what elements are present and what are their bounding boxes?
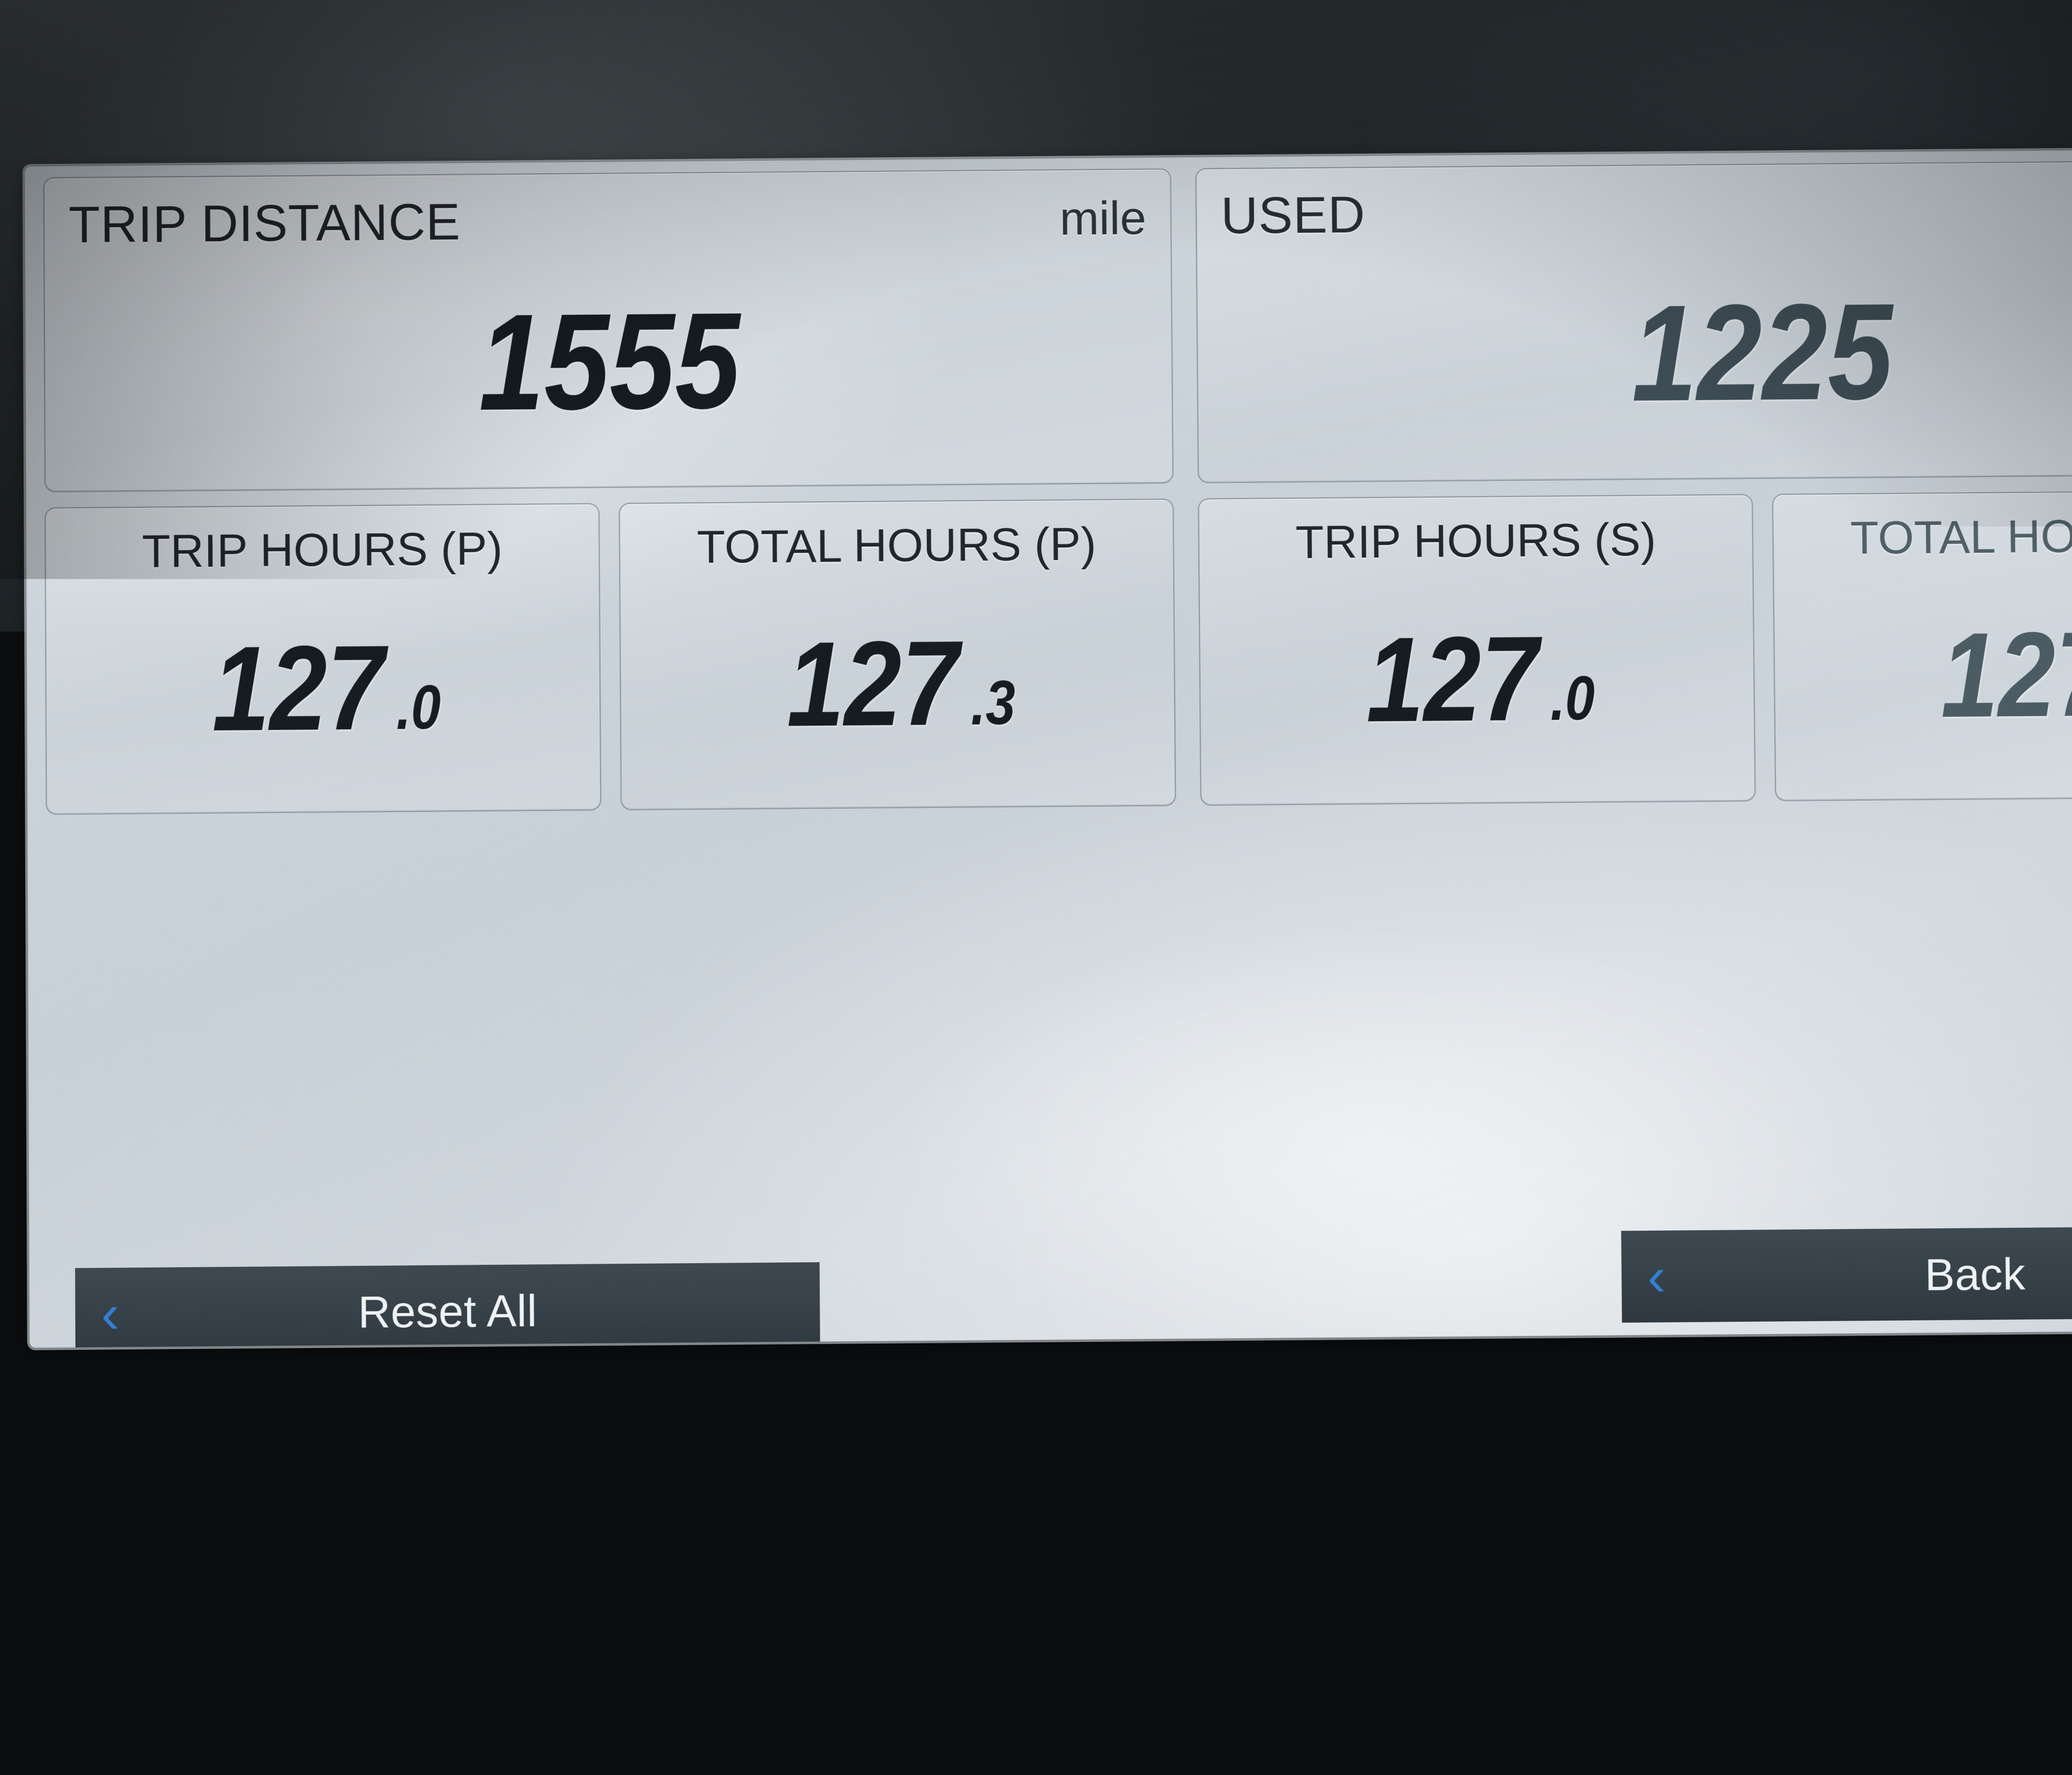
depth-value: 5.7 (192, 1359, 230, 1392)
back-label: Back (1924, 1248, 2026, 1301)
metric-value-used: 1225 (1197, 269, 2072, 435)
metric-header: TRIP DISTANCE mile (68, 187, 1146, 254)
device-photo: TRIP DISTANCE mile 1555 TRIP HOURS (P) (0, 0, 2072, 1775)
bezel-glare-center (850, 1318, 1430, 1775)
metric-label-total-hours-p: TOTAL HOURS (P) (620, 516, 1173, 574)
metric-value-total-hours-s: 127 .3 (1774, 603, 2072, 746)
metric-card-used[interactable]: USED gal 1225 (1195, 159, 2072, 483)
metric-card-trip-hours-s[interactable]: TRIP HOURS (S) 127 .0 (1198, 494, 1756, 806)
metric-value-integer: 1555 (478, 282, 741, 441)
lcd-screen-wrapper: TRIP DISTANCE mile 1555 TRIP HOURS (P) (25, 148, 2072, 1348)
metric-value-trip-hours-p: 127 .0 (46, 617, 600, 760)
depth-readout: 5.7 f t (192, 1359, 235, 1392)
metric-value-fraction: .3 (971, 667, 1016, 739)
metric-card-total-hours-s[interactable]: TOTAL HOURS (S) 127 .3 (1772, 489, 2072, 801)
metric-value-total-hours-p: 127 .3 (621, 612, 1175, 755)
metric-value-integer: 127 (212, 619, 385, 758)
depth-unit: f t (231, 1368, 235, 1388)
metric-value-trip-hours-s: 127 .0 (1200, 608, 1754, 751)
metrics-group-starboard: USED gal 1225 TRIP HOURS (S) 127 (1195, 159, 2072, 806)
reset-all-button[interactable]: ‹ Reset All (75, 1262, 820, 1347)
metric-card-total-hours-p[interactable]: TOTAL HOURS (P) 127 .3 (619, 498, 1176, 810)
chevron-left-icon: ‹ (1647, 1249, 1666, 1304)
metric-value-integer: 127 (1365, 609, 1539, 749)
gps-signal-icon (359, 1362, 403, 1386)
metric-value-fraction: .0 (396, 671, 441, 743)
metric-card-trip-distance[interactable]: TRIP DISTANCE mile 1555 (43, 168, 1174, 492)
signal-bars-icon (385, 1367, 403, 1386)
garmin-wordmark: GARMIN (0, 1484, 2072, 1544)
metric-label-trip-distance: TRIP DISTANCE (68, 193, 460, 254)
chevron-left-icon: ‹ (101, 1286, 120, 1341)
metric-value-integer: 1225 (1631, 273, 1894, 432)
metric-unit-mile: mile (1060, 191, 1147, 246)
metric-value-integer: 127 (1940, 605, 2072, 745)
metric-label-trip-hours-p: TRIP HOURS (P) (46, 521, 599, 579)
metrics-grid: TRIP DISTANCE mile 1555 TRIP HOURS (P) (43, 159, 2072, 815)
back-button[interactable]: ‹ Back (1621, 1225, 2072, 1323)
metrics-row-port: TRIP HOURS (P) 127 .0 TOTAL HOURS (P) 12… (44, 498, 1176, 815)
metric-card-trip-hours-p[interactable]: TRIP HOURS (P) 127 .0 (44, 503, 601, 815)
metric-value-fraction: .0 (1550, 662, 1595, 734)
metric-header: USED gal (1221, 178, 2072, 245)
metric-label-used: USED (1221, 186, 1366, 246)
metric-value-trip-distance: 1555 (45, 278, 1172, 445)
reset-all-label: Reset All (358, 1284, 537, 1338)
metric-value-integer: 127 (786, 614, 959, 754)
metrics-group-port: TRIP DISTANCE mile 1555 TRIP HOURS (P) (43, 168, 1176, 815)
metric-label-total-hours-s: TOTAL HOURS (S) (1773, 507, 2072, 565)
metric-label-trip-hours-s: TRIP HOURS (S) (1199, 512, 1752, 570)
metrics-row-starboard: TRIP HOURS (S) 127 .0 TOTAL HOURS (S) 12… (1198, 489, 2072, 806)
lcd-screen: TRIP DISTANCE mile 1555 TRIP HOURS (P) (25, 148, 2072, 1348)
